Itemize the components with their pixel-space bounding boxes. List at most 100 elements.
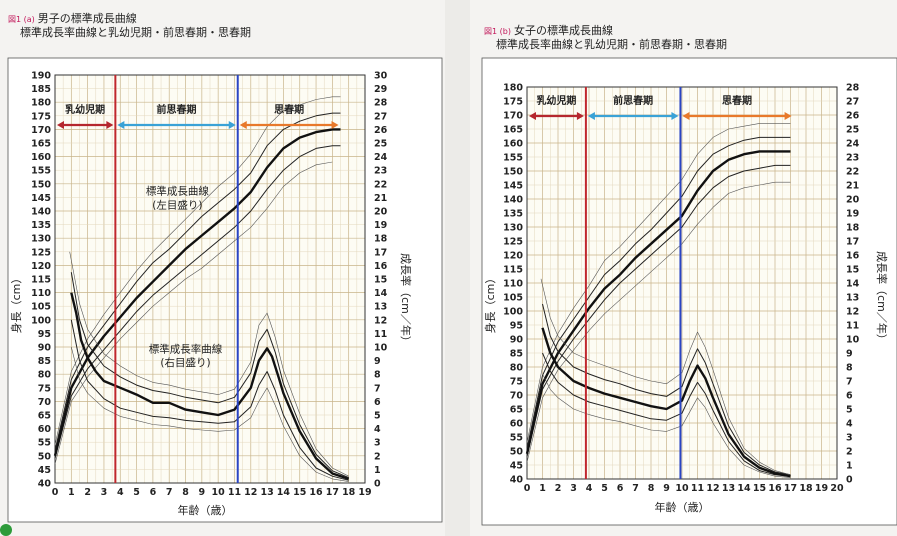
x-tick-label: 1 — [68, 487, 75, 498]
velocity-curve-p1SD — [70, 272, 349, 479]
y-left-tick-label: 70 — [510, 391, 524, 402]
y-left-tick-label: 180 — [31, 98, 51, 109]
height-curve-m1SD — [526, 164, 791, 457]
y-left-tick-label: 155 — [31, 166, 51, 177]
y-left-tick-label: 60 — [510, 419, 524, 430]
x-tick-label: 17 — [326, 487, 339, 498]
x-tick-label: 15 — [753, 483, 766, 494]
y-left-tick-label: 175 — [503, 97, 523, 108]
y-right-tick-label: 21 — [374, 193, 387, 204]
y-right-tick-label: 14 — [374, 288, 388, 299]
y-right-tick-label: 20 — [374, 207, 388, 218]
y-left-tick-label: 165 — [31, 139, 51, 150]
x-tick-label: 7 — [632, 483, 639, 494]
grid — [526, 86, 838, 480]
period-label: 乳幼児期 — [536, 94, 576, 107]
y-left-tick-label: 115 — [31, 275, 51, 286]
y-left-tick-label: 105 — [31, 302, 51, 313]
annotation-text: 標準成長率曲線 — [149, 342, 223, 355]
y-left-tick-label: 145 — [31, 193, 51, 204]
x-tick-label: 12 — [706, 483, 719, 494]
x-tick-label: 16 — [309, 487, 323, 498]
height-curves — [525, 123, 791, 463]
figure-caption: 図1 (b) 女子の標準成長曲線 — [484, 24, 613, 38]
x-tick-label: 4 — [117, 487, 124, 498]
velocity-curve-m2SD — [542, 373, 791, 478]
y-right-tick-label: 1 — [374, 465, 381, 476]
period-arrows: 乳幼児期 前思春期 思春期 — [529, 94, 792, 120]
y-left-tick-label: 50 — [510, 447, 524, 458]
height-curves — [53, 96, 341, 465]
height-curve-p2SD — [526, 123, 791, 443]
y-left-tick-label: 75 — [510, 377, 523, 388]
y-right-axis-label: 成長率（cm／年） — [875, 251, 889, 345]
y-right-tick-label: 4 — [846, 419, 853, 430]
y-left-tick-label: 170 — [31, 125, 51, 136]
x-tick-label: 8 — [182, 487, 189, 498]
y-right-tick-label: 14 — [846, 279, 860, 290]
y-left-tick-label: 75 — [38, 383, 51, 394]
velocity-curve-m1SD — [542, 352, 791, 477]
y-right-tick-label: 25 — [846, 125, 859, 136]
y-left-tick-label: 155 — [503, 153, 523, 164]
y-right-tick-label: 0 — [846, 475, 853, 486]
y-right-tick-label: 24 — [374, 152, 388, 163]
y-left-tick-label: 90 — [510, 335, 524, 346]
period-arrow-head-right — [228, 121, 236, 129]
y-left-tick-label: 140 — [31, 207, 51, 218]
y-left-axis-label: 身長（cm） — [483, 273, 497, 334]
velocity-curve-p2SD — [540, 278, 791, 476]
x-tick-label: 18 — [342, 487, 356, 498]
y-left-tick-label: 40 — [510, 475, 524, 486]
y-right-tick-label: 9 — [374, 356, 381, 367]
y-right-tick-label: 2 — [374, 451, 381, 462]
x-tick-label: 9 — [663, 483, 670, 494]
period-label: 思春期 — [722, 94, 752, 107]
velocity-curve-m2SD — [71, 346, 349, 482]
y-right-tick-label: 16 — [846, 251, 860, 262]
x-tick-label: 19 — [358, 487, 371, 498]
figure-label: 図1 (a) — [8, 15, 35, 24]
y-left-tick-label: 145 — [503, 181, 523, 192]
height-curve-p2SD — [54, 96, 341, 445]
y-right-tick-label: 28 — [846, 83, 860, 94]
x-tick-label: 7 — [166, 487, 173, 498]
figure-caption: 図1 (a) 男子の標準成長曲線 — [8, 12, 137, 26]
y-left-tick-label: 115 — [503, 265, 523, 276]
height-curve-m2SD — [526, 181, 791, 463]
y-left-tick-label: 60 — [38, 424, 52, 435]
y-left-tick-label: 65 — [38, 411, 51, 422]
plot-border — [526, 86, 838, 480]
y-left-tick-label: 135 — [31, 220, 51, 231]
page-gutter — [445, 0, 470, 536]
period-arrow-head-left — [57, 121, 64, 129]
y-left-tick-label: 170 — [503, 111, 523, 122]
period-arrow-head-right — [784, 112, 792, 120]
height-curve-mean — [53, 128, 341, 457]
y-left-tick-label: 135 — [503, 209, 523, 220]
height-curve-m2SD — [54, 161, 333, 465]
y-left-tick-label: 105 — [503, 293, 523, 304]
y-left-tick-label: 95 — [510, 321, 523, 332]
period-label: 前思春期 — [613, 94, 653, 107]
period-arrow-head-left — [529, 112, 536, 120]
y-right-tick-label: 22 — [846, 167, 859, 178]
y-left-tick-label: 185 — [31, 84, 51, 95]
annotations: 標準成長曲線(左目盛り) 標準成長率曲線(右目盛り) — [146, 185, 223, 369]
y-left-tick-label: 90 — [38, 343, 52, 354]
x-tick-label: 4 — [586, 483, 593, 494]
y-right-tick-label: 12 — [846, 307, 859, 318]
y-right-tick-label: 2 — [846, 447, 853, 458]
height-curve-p1SD — [54, 112, 341, 451]
figure-title: 男子の標準成長曲線 — [37, 12, 137, 25]
y-left-tick-label: 160 — [31, 152, 51, 163]
y-right-tick-label: 13 — [374, 302, 387, 313]
y-right-tick-label: 19 — [374, 220, 387, 231]
annotation-text: (左目盛り) — [152, 198, 202, 211]
y-right-tick-label: 21 — [846, 181, 859, 192]
y-left-tick-label: 150 — [31, 179, 51, 190]
y-left-tick-label: 50 — [38, 451, 52, 462]
y-right-tick-label: 8 — [374, 370, 381, 381]
